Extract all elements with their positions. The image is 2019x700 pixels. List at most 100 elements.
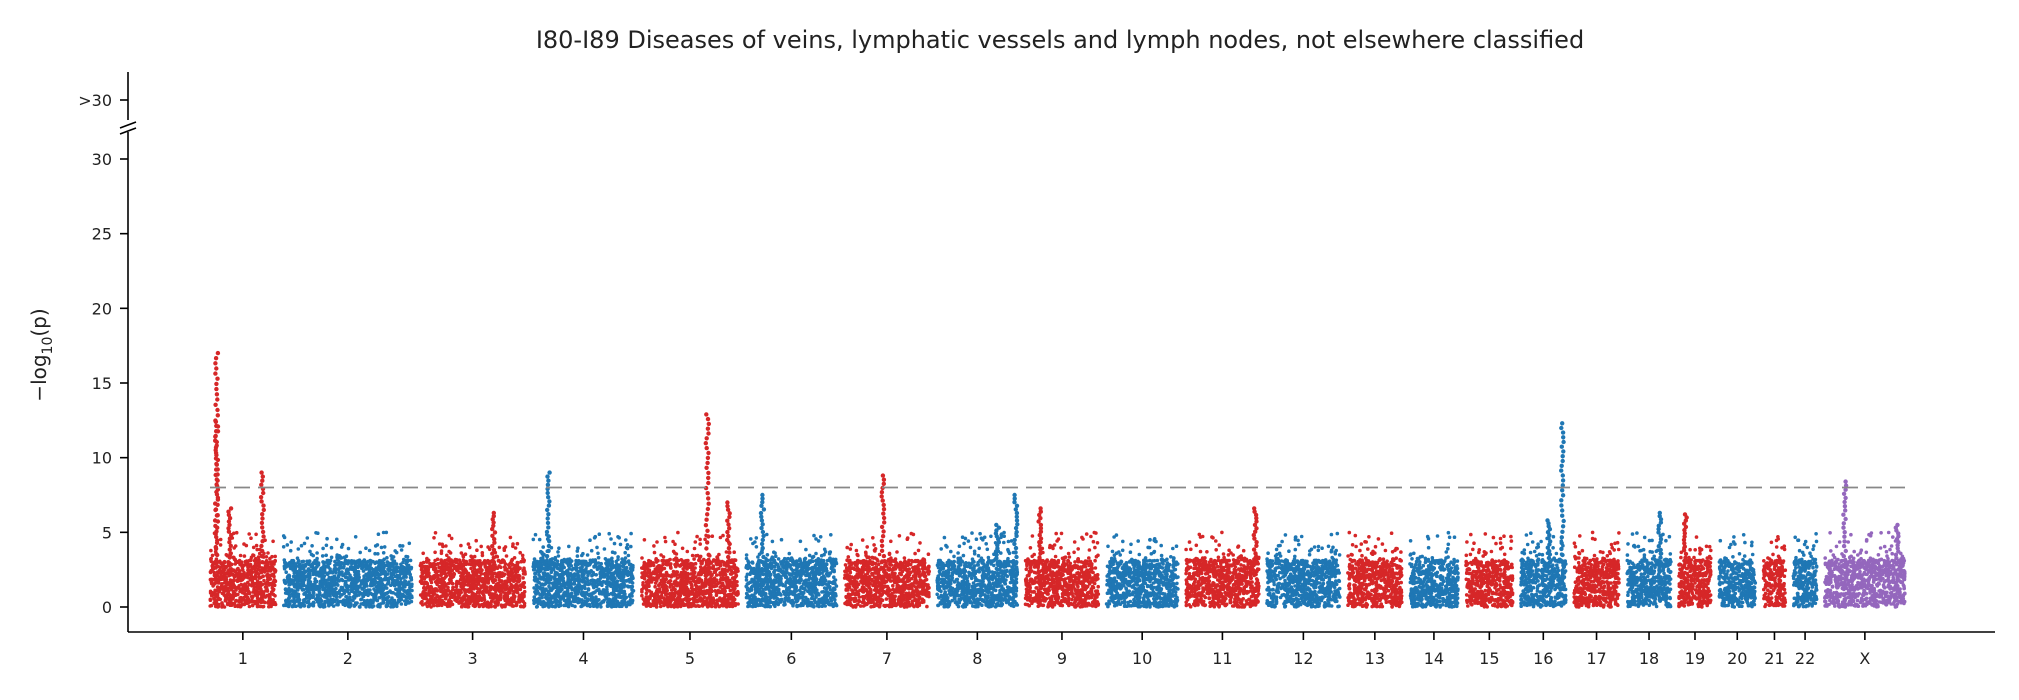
data-point	[454, 590, 459, 594]
data-point	[442, 566, 447, 570]
data-point	[364, 546, 368, 550]
data-point	[558, 566, 563, 571]
data-point	[224, 553, 229, 557]
data-point	[616, 535, 620, 539]
data-point	[313, 577, 317, 581]
data-point	[625, 546, 630, 551]
data-point	[498, 583, 502, 588]
data-point	[502, 596, 507, 601]
data-point	[239, 582, 244, 587]
data-point	[501, 603, 506, 608]
data-point	[329, 586, 333, 591]
data-point	[215, 602, 219, 606]
data-point	[271, 579, 276, 584]
data-point	[216, 564, 220, 569]
data-point	[234, 588, 238, 592]
data-point	[588, 582, 593, 586]
data-point	[210, 566, 215, 570]
data-point	[333, 559, 337, 564]
data-point	[426, 565, 430, 570]
data-point	[326, 571, 331, 575]
data-point	[513, 585, 517, 590]
data-point	[210, 553, 215, 558]
data-point	[554, 564, 558, 569]
data-point	[678, 575, 682, 579]
data-point	[331, 600, 335, 604]
data-point	[288, 563, 293, 567]
data-point	[318, 597, 323, 601]
y-axis-label-suffix: (p)	[27, 308, 51, 336]
data-point	[593, 590, 597, 594]
data-point	[339, 577, 344, 582]
data-point	[553, 570, 558, 575]
data-point	[310, 562, 315, 567]
chromosome-points-5	[640, 530, 740, 609]
data-point	[662, 566, 667, 571]
data-point	[571, 566, 576, 571]
data-point	[484, 568, 489, 572]
data-point	[381, 597, 386, 602]
data-point	[532, 601, 536, 606]
data-point	[470, 595, 474, 600]
data-point	[602, 547, 607, 551]
data-point	[626, 559, 631, 563]
data-point	[589, 548, 594, 553]
data-point	[363, 602, 367, 607]
data-point	[213, 593, 217, 597]
data-point	[596, 551, 600, 556]
data-point	[339, 545, 344, 549]
data-point	[253, 601, 257, 605]
data-point	[251, 590, 255, 594]
data-point	[712, 576, 717, 580]
data-point	[267, 597, 272, 602]
data-point	[324, 543, 329, 548]
data-point	[410, 588, 414, 593]
data-point	[443, 588, 448, 593]
data-point	[288, 548, 293, 553]
data-point	[455, 599, 459, 603]
data-point	[540, 587, 545, 591]
data-point	[337, 554, 342, 558]
data-point	[234, 530, 239, 535]
data-point	[301, 603, 305, 608]
data-point	[215, 585, 220, 589]
data-point	[488, 592, 492, 596]
data-point	[719, 571, 724, 576]
data-point	[302, 573, 306, 578]
data-point	[608, 603, 613, 608]
data-point	[465, 605, 470, 609]
data-point	[367, 548, 372, 553]
data-point	[219, 574, 223, 579]
data-point	[421, 589, 426, 594]
data-point	[667, 573, 671, 578]
data-point	[242, 554, 247, 558]
data-point	[459, 543, 463, 548]
data-point	[361, 569, 366, 573]
data-point	[291, 591, 296, 595]
data-point	[249, 568, 253, 572]
data-point	[369, 598, 373, 603]
data-point	[580, 553, 584, 558]
data-point	[596, 561, 601, 565]
data-point	[661, 555, 666, 559]
data-point	[630, 598, 635, 603]
data-point	[218, 597, 222, 602]
data-point	[246, 565, 250, 570]
data-point	[344, 594, 348, 599]
data-point	[476, 568, 480, 572]
data-point	[398, 568, 403, 573]
data-point	[541, 556, 545, 560]
data-point	[433, 550, 437, 555]
data-point	[565, 589, 570, 593]
data-point	[228, 586, 232, 590]
data-point	[404, 561, 409, 566]
data-point	[213, 565, 218, 570]
data-point	[373, 573, 378, 577]
data-point	[291, 568, 295, 572]
data-point	[556, 554, 561, 558]
data-point	[373, 581, 378, 586]
data-point	[281, 534, 286, 538]
data-point	[444, 544, 448, 548]
data-point	[521, 576, 525, 580]
data-point	[224, 594, 228, 599]
